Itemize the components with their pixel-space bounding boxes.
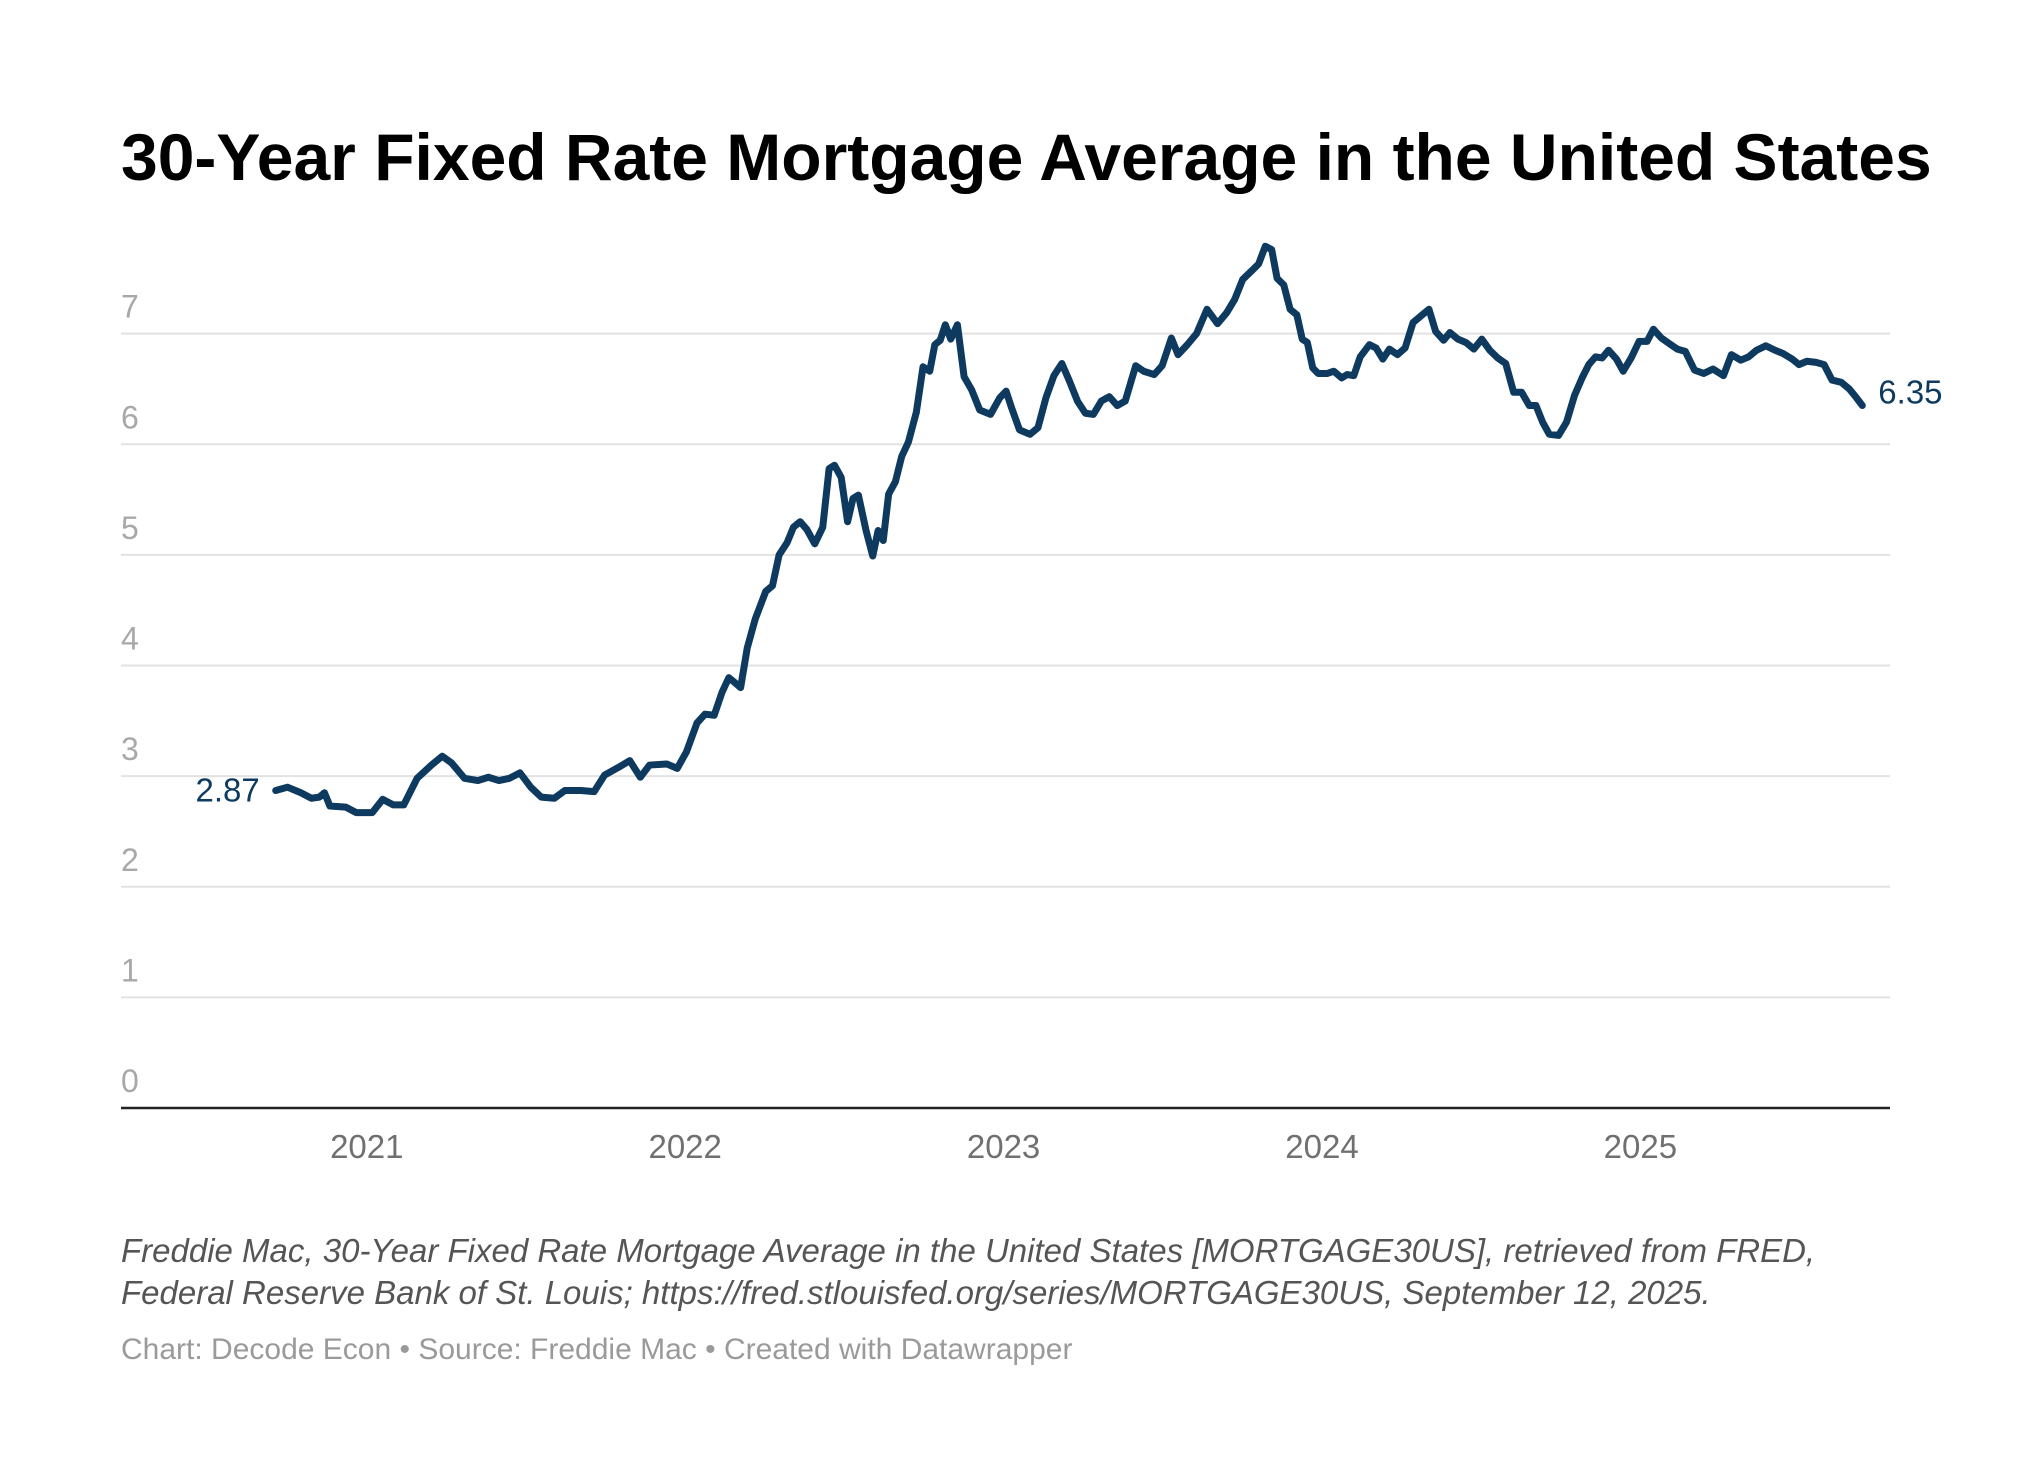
credit: Chart: Decode Econ • Source: Freddie Mac… [121,1333,1072,1366]
source-note: Federal Reserve Bank of St. Louis; https… [121,1274,1711,1311]
y-tick-label: 4 [121,621,139,657]
x-tick-label: 2025 [1604,1128,1677,1165]
x-tick-label: 2022 [648,1128,721,1165]
x-tick-label: 2021 [330,1128,403,1165]
source-note: Freddie Mac, 30-Year Fixed Rate Mortgage… [121,1232,1815,1269]
data-line [272,242,1866,817]
data-label: 6.35 [1878,374,1942,411]
y-tick-label: 1 [121,952,139,988]
y-tick-label: 6 [121,399,139,435]
x-tick-label: 2024 [1285,1128,1358,1165]
y-tick-label: 3 [121,731,139,767]
y-tick-label: 7 [121,289,139,325]
y-tick-label: 5 [121,510,139,546]
x-tick-label: 2023 [967,1128,1040,1165]
chart-title: 30-Year Fixed Rate Mortgage Average in t… [121,120,1932,194]
y-tick-label: 0 [121,1063,139,1099]
data-label: 2.87 [196,772,260,809]
y-tick-label: 2 [121,842,139,878]
